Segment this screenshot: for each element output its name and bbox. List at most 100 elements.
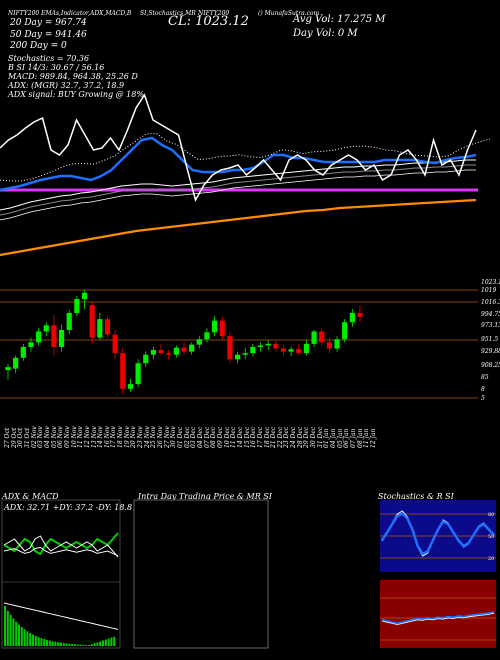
candle-body (288, 349, 294, 352)
macd-hist-bar (96, 642, 99, 646)
adx-signal: ADX signal: BUY Growing @ 18% (8, 90, 144, 99)
candle-body (189, 344, 195, 352)
candle-body (357, 312, 363, 317)
candle-body (173, 347, 179, 355)
ema-long-line (0, 198, 477, 257)
macd-line (3, 602, 119, 630)
macd-hist-bar (110, 637, 113, 646)
macd-hist-bar (60, 642, 62, 646)
stoch-panel-title: Stochastics & R SI (378, 492, 454, 501)
candle-body (265, 343, 271, 346)
macd-hist-bar (57, 642, 60, 646)
stochastics-stat: Stochastics = 70.36 (8, 54, 90, 63)
candle-body (97, 319, 103, 338)
candle-body (311, 331, 317, 344)
price-line (0, 93, 477, 202)
price-axis-label: 951.5 (481, 336, 499, 343)
candle-body (74, 299, 80, 313)
macd-hist-bar (20, 627, 23, 646)
candle-body (127, 384, 134, 389)
chart-meta-4: () MunafaSutra.com (258, 10, 320, 17)
rsi-white-line (381, 612, 495, 626)
macd-hist-bar (46, 639, 48, 646)
ema20-label: 20 Day = 967.74 (10, 18, 87, 28)
ema-dotted-line (0, 133, 491, 182)
candle-body (334, 339, 340, 349)
price-axis-label: 8 (481, 386, 485, 393)
macd-hist-bar (79, 644, 82, 646)
candle-body (234, 354, 241, 360)
macd-hist-bar (113, 636, 116, 646)
candle-body (20, 346, 26, 358)
price-axis-label: 5 (481, 395, 485, 402)
avg-volume: Avg Vol: 17.275 M (293, 14, 386, 25)
macd-hist-bar (107, 638, 110, 646)
adx-white-line (3, 535, 119, 558)
adx-white-line-2 (3, 546, 119, 557)
candle-body (196, 339, 202, 345)
candle-body (143, 354, 149, 364)
price-axis-label: 1023.12 (481, 279, 500, 286)
candle-body (303, 343, 310, 354)
candle-body (89, 305, 95, 338)
candle-body (257, 345, 264, 347)
bsi-stat: B SI 14/3: 30.67 / 56.16 (8, 63, 105, 72)
macd-hist-bar (54, 641, 57, 646)
candle-body (296, 349, 302, 354)
macd-hist-bar (74, 644, 76, 646)
candle-body (66, 312, 72, 330)
candle-body (135, 363, 141, 385)
candle-body (250, 346, 256, 354)
chart-meta: NIFTY200 EMAs,Indicator,ADX,MACD,B (8, 10, 132, 17)
adx-panel-values: ADX: 32.71 +DY: 37.2 -DY: 18.8 (4, 503, 133, 512)
macd-hist-bar (4, 606, 6, 646)
macd-stat: MACD: 989.84, 964.38, 25.26 D (8, 72, 138, 81)
candle-body (219, 320, 225, 337)
candle-body (81, 292, 88, 300)
macd-hist-bar (90, 644, 93, 646)
candle-body (158, 350, 164, 354)
candle-body (280, 348, 287, 352)
price-axis-label: 929.88 (481, 348, 500, 355)
candle-body (227, 336, 233, 360)
macd-hist-bar (88, 645, 90, 646)
macd-hist-bar (65, 643, 68, 646)
macd-hist-bar (48, 640, 51, 646)
macd-hist-bar (29, 633, 32, 646)
macd-hist-bar (104, 639, 107, 646)
intraday-panel-title: Intra Day Trading Price & MR SI (138, 492, 272, 501)
candle-body (5, 367, 11, 371)
macd-hist-bar (62, 643, 65, 646)
candle-body (58, 329, 65, 347)
ema200-label: 200 Day = 0 (10, 41, 67, 51)
macd-hist-bar (76, 644, 79, 646)
macd-hist-bar (82, 644, 85, 646)
chart-meta-2: SI,Stochastics,MR (140, 10, 196, 17)
adx-panel-frame (1, 499, 121, 649)
macd-hist-bar (32, 634, 34, 646)
stoch-d-line (380, 511, 495, 556)
macd-hist-bar (51, 641, 54, 646)
candle-body (112, 334, 118, 354)
adx-panel-title: ADX & MACD (2, 492, 59, 501)
candle-body (242, 353, 248, 355)
macd-hist-bar (34, 635, 37, 646)
candle-body (349, 312, 355, 323)
ema-mid-line-3 (0, 169, 476, 221)
stoch-axis-label: 50 (488, 534, 494, 540)
candle-body (51, 325, 57, 347)
price-axis-label: 973.13 (481, 322, 500, 329)
candle-body (326, 342, 332, 349)
macd-hist-bar (6, 610, 9, 646)
candle-body (273, 343, 279, 349)
rsi-line (381, 611, 495, 625)
candle-body (36, 331, 42, 343)
macd-hist-bar (12, 618, 15, 646)
candle-body (104, 319, 111, 335)
macd-hist-bar (40, 638, 43, 646)
macd-hist-bar (37, 637, 40, 646)
intraday-panel-frame (133, 499, 269, 649)
macd-hist-bar (43, 639, 46, 646)
price-axis-label: 994.75 (481, 311, 500, 318)
